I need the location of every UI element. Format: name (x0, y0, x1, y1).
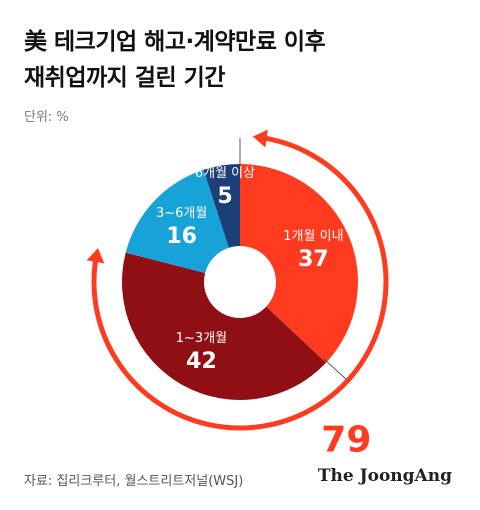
donut-slice-3 (125, 169, 229, 274)
slice-label-3: 3~6개월 (156, 206, 207, 221)
source-note: 자료: 집리크루터, 월스트리트저널(WSJ) (24, 474, 244, 489)
annotation-value: 79 (321, 420, 371, 461)
slice-label-1: 1개월 이내 (283, 229, 343, 244)
donut-slice-4 (203, 164, 240, 248)
publisher-logo: The JoongAng (317, 466, 452, 486)
slice-value-2: 42 (186, 349, 217, 374)
annotation-arrowhead-start (252, 129, 268, 148)
title-line-1: 美 테크기업 해고·계약만료 이후 (24, 29, 326, 55)
donut-slice-2 (121, 252, 327, 400)
slice-value-1: 37 (298, 247, 329, 272)
slice-label-2: 1~3개월 (176, 331, 227, 346)
donut-slice-1 (240, 164, 358, 363)
boundary-tick-2 (323, 358, 347, 380)
unit-label: 단위: % (24, 110, 69, 125)
chart-title: 美 테크기업 해고·계약만료 이후 재취업까지 걸린 기간 (24, 24, 464, 96)
slice-value-4: 5 (217, 184, 232, 209)
title-line-2: 재취업까지 걸린 기간 (24, 65, 225, 91)
slice-label-4: 6개월 이상 (195, 166, 255, 181)
annotation-arrowhead-end (86, 248, 105, 264)
slice-value-3: 16 (166, 224, 197, 249)
annotation-arc (91, 134, 389, 431)
